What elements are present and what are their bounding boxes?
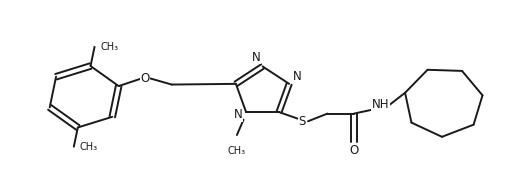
Text: CH₃: CH₃ xyxy=(101,42,119,52)
Text: N: N xyxy=(252,51,261,64)
Text: CH₃: CH₃ xyxy=(80,142,98,152)
Text: CH₃: CH₃ xyxy=(228,146,246,156)
Text: N: N xyxy=(293,70,302,83)
Text: O: O xyxy=(140,72,150,85)
Text: NH: NH xyxy=(372,98,389,111)
Text: O: O xyxy=(349,144,359,157)
Text: S: S xyxy=(298,115,306,128)
Text: N: N xyxy=(233,108,242,121)
